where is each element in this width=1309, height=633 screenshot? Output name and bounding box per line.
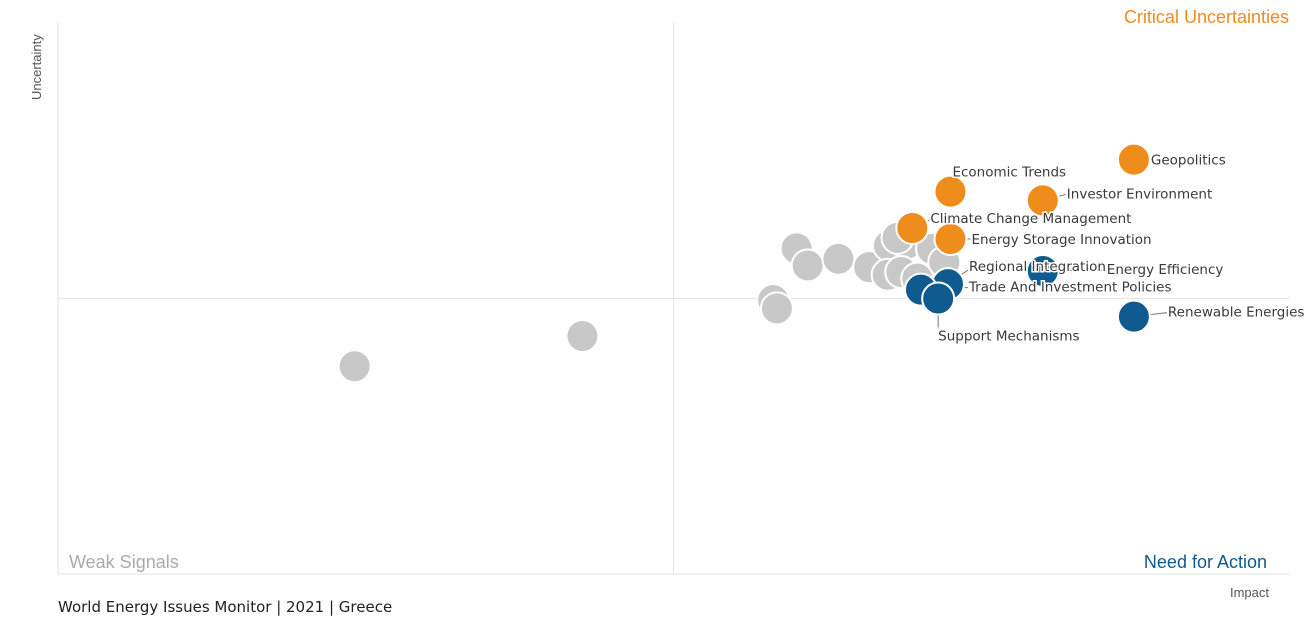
data-points: [337, 142, 1151, 384]
point-other-4: [759, 291, 794, 326]
label-energy-efficiency: Energy Efficiency: [1107, 262, 1224, 278]
point-other-6: [790, 248, 825, 283]
footer-caption: World Energy Issues Monitor | 2021 | Gre…: [58, 598, 393, 616]
label-geopolitics: Geopolitics: [1151, 153, 1226, 169]
point-energy-storage-innovation: [933, 221, 968, 256]
leader-energy-efficiency: [1050, 269, 1106, 272]
point-other-2: [565, 318, 600, 353]
point-climate-change-management: [895, 210, 930, 245]
x-axis-label: Impact: [1230, 585, 1269, 600]
label-trade-and-investment-policies: Trade And Investment Policies: [968, 280, 1172, 296]
quadrant-label-weak-signals: Weak Signals: [69, 552, 179, 572]
point-support-mechanisms: [921, 281, 956, 316]
label-investor-environment: Investor Environment: [1067, 186, 1212, 202]
point-economic-trends: [933, 174, 968, 209]
point-other-1: [337, 349, 372, 384]
quadrant-lines: [57, 23, 1289, 575]
point-renewable-energies: [1116, 299, 1151, 334]
label-renewable-energies: Renewable Energies: [1168, 305, 1305, 321]
label-energy-storage-innovation: Energy Storage Innovation: [971, 232, 1151, 248]
quadrant-label-need-for-action: Need for Action: [1144, 552, 1267, 572]
point-other-7: [821, 241, 856, 276]
label-support-mechanisms: Support Mechanisms: [938, 329, 1079, 345]
point-labels: Geopolitics Investor EnvironmentEconomic …: [929, 151, 1306, 346]
point-energy-efficiency: [1025, 253, 1060, 288]
point-geopolitics: [1116, 142, 1151, 177]
quadrant-label-critical-uncertainties: Critical Uncertainties: [1124, 7, 1289, 27]
point-investor-environment: [1025, 183, 1060, 218]
label-regional-integration: Regional Integration: [969, 259, 1106, 275]
label-climate-change-management: Climate Change Management: [930, 211, 1131, 227]
label-economic-trends: Economic Trends: [952, 165, 1066, 181]
y-axis-label: Uncertainty: [29, 34, 44, 100]
